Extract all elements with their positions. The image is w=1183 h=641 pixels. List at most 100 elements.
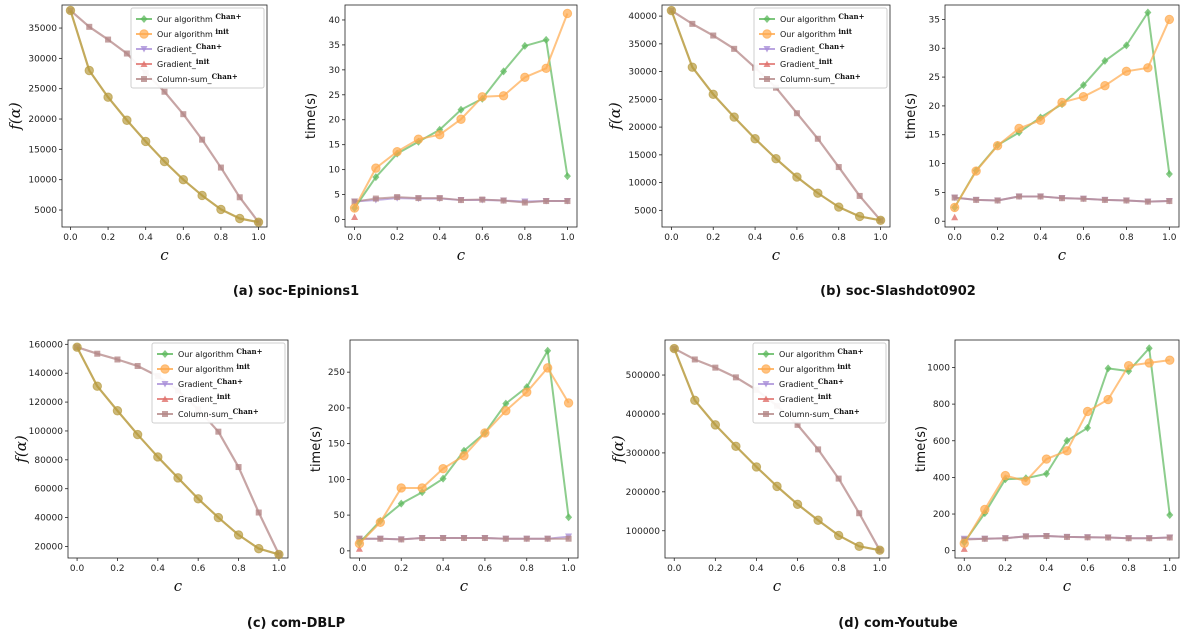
time-series-1-point <box>1144 358 1154 368</box>
f-series-colsum-point <box>235 464 242 471</box>
time-series-1-point <box>949 202 960 213</box>
legend-marker <box>762 395 770 402</box>
time-series-1-point <box>563 398 574 408</box>
legend-marker <box>763 46 771 53</box>
time-plot-xtick-label: 0.0 <box>352 564 367 574</box>
f-plot-xtick-label: 0.4 <box>151 564 166 574</box>
time-plot-ytick-label: 35 <box>329 41 340 51</box>
f-series-our-point <box>750 134 760 144</box>
f-series-our-point <box>792 172 802 182</box>
f-plot-ytick-label: 25000 <box>628 95 657 105</box>
time-plot-ytick-label: 25 <box>329 91 340 101</box>
f-plot-xtick-label: 0.8 <box>832 233 847 243</box>
legend-label-text: Column-sum_ <box>178 410 234 419</box>
f-series-colsum-point <box>217 164 224 171</box>
legend-label-text: Gradient_ <box>178 380 218 389</box>
f-series-colsum-point <box>689 20 696 27</box>
legend-label-text: Our algorithm <box>779 365 837 374</box>
f-series-our-point <box>813 515 823 525</box>
f-series-our-point <box>253 217 264 227</box>
time-series-4-point <box>398 536 405 543</box>
legend-label: Column-sum_Chan+ <box>780 72 861 84</box>
time-series-4-point <box>372 195 379 202</box>
f-plot-ytick-label: 10000 <box>628 179 657 189</box>
time-plot-xtick-label: 1.0 <box>560 233 575 243</box>
f-plot-xtick-label: 0.8 <box>831 564 846 574</box>
legend-label-text: Our algorithm <box>780 15 838 24</box>
time-series-1-point <box>480 428 490 438</box>
legend-marker <box>764 76 770 82</box>
panel-caption: (b) soc-Slashdot0902 <box>820 284 976 299</box>
time-series-0-point <box>439 474 447 483</box>
time-series-4-point <box>461 534 467 541</box>
time-plot-b: 0.0 0.2 0.4 0.6 0.8 1.0 0 5 10 15 20 25 30 35 c time(s) <box>904 4 1180 264</box>
f-plot-frame <box>664 339 890 559</box>
f-plot-xtick-label: 0.2 <box>706 233 720 243</box>
f-series-colsum-point <box>161 88 168 95</box>
legend-label: Column-sum_Chan+ <box>178 407 259 419</box>
legend-label-sup: init <box>236 362 250 371</box>
time-plot-d: 0.0 0.2 0.4 0.6 0.8 1.0 0 200 400 600 800 1000 c time… <box>914 339 1180 595</box>
legend-box <box>151 342 286 424</box>
time-series-4-point <box>351 198 358 205</box>
time-series-1-point <box>396 483 406 493</box>
time-series-1-point <box>1143 63 1153 73</box>
f-plot-xtick-label: 0.6 <box>176 233 191 243</box>
time-series-1-point <box>1100 81 1110 91</box>
f-plot-ytick-label: 15000 <box>28 145 57 155</box>
f-plot-ylabel: f(α) <box>12 435 30 464</box>
f-series-colsum-point <box>710 32 717 39</box>
time-series-0-point <box>397 499 405 508</box>
legend-label-sup: init <box>217 392 231 401</box>
legend-label-text: Our algorithm <box>178 365 236 374</box>
time-plot-ytick-label: 10 <box>929 160 941 170</box>
f-plot-ytick-label: 35000 <box>28 24 57 34</box>
legend-label-sup: init <box>215 27 229 36</box>
f-series-our-point <box>153 452 163 462</box>
time-plot-ytick-label: 1000 <box>927 363 950 373</box>
legend-marker <box>763 60 771 67</box>
legend-label: Our algorithm Chan+ <box>178 347 263 359</box>
time-plot-ytick-label: 5 <box>334 191 340 201</box>
time-series-4-point <box>565 535 572 542</box>
time-series-0-point <box>565 513 573 522</box>
f-plot-ytick-label: 10000 <box>28 176 57 186</box>
f-plot-xlabel: c <box>773 577 782 595</box>
time-series-1-point <box>1062 446 1072 456</box>
legend-label-sup: Chan+ <box>215 12 241 21</box>
legend-marker <box>161 395 169 402</box>
time-series-1-point <box>562 8 573 19</box>
time-series-0-line <box>353 38 569 209</box>
legend-label-text: Gradient_ <box>779 395 819 404</box>
time-series-4-point <box>415 195 422 202</box>
legend-label: Gradient_Chan+ <box>178 377 243 389</box>
time-series-4-point <box>394 194 401 201</box>
time-plot-xtick-label: 1.0 <box>1163 564 1178 574</box>
time-plot-xtick-label: 0.6 <box>1076 233 1091 243</box>
f-plot-ytick-label: 15000 <box>628 151 657 161</box>
f-plot-ytick-label: 500000 <box>626 371 661 381</box>
time-series-0-point <box>1101 56 1109 65</box>
legend-marker <box>161 381 169 388</box>
time-plot-ylabel: time(s) <box>914 426 929 472</box>
f-series-our-point <box>792 499 803 509</box>
f-series-our-point <box>197 190 207 201</box>
time-plot-ytick-label: 100 <box>328 475 345 485</box>
time-series-1-point <box>522 387 532 397</box>
f-series-colsum-point <box>180 111 187 118</box>
time-series-4-point <box>523 535 530 542</box>
f-plot-xtick-label: 0.4 <box>748 233 763 243</box>
time-series-3-point <box>355 545 363 552</box>
f-series-colsum-point <box>814 135 821 142</box>
f-plot-ytick-label: 20000 <box>34 542 63 552</box>
time-series-1-point <box>1057 97 1067 108</box>
f-series-our-point <box>731 441 741 451</box>
time-series-4-point <box>440 534 447 541</box>
time-series-1-point <box>456 114 466 124</box>
legend-label: Column-sum_Chan+ <box>779 407 860 419</box>
panel-b: 0.0 0.2 0.4 0.6 0.8 1.05000100001500020000250… <box>606 4 1180 299</box>
f-plot-xtick-label: 1.0 <box>251 233 266 243</box>
time-series-1-point <box>501 406 511 416</box>
time-plot-ytick-label: 30 <box>329 66 341 76</box>
time-series-0-point <box>542 35 550 44</box>
